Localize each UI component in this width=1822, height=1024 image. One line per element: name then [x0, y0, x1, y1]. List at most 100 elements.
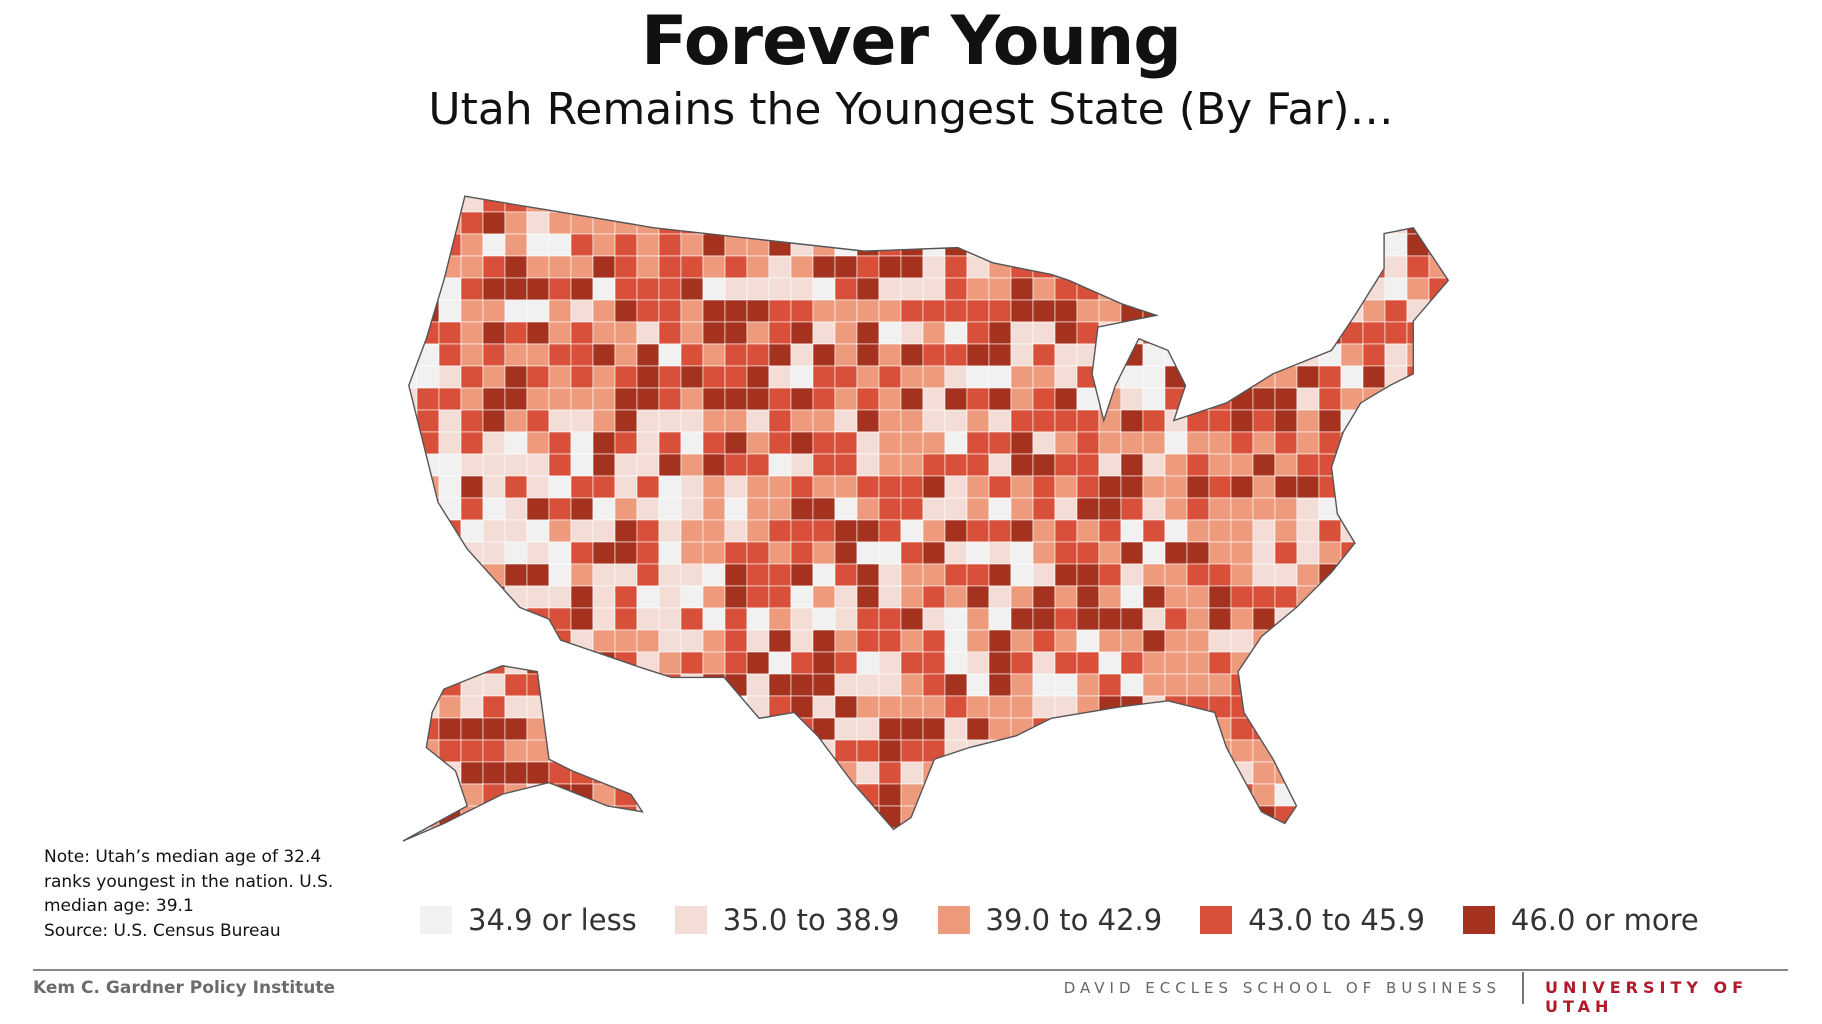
county-cell — [1252, 695, 1276, 719]
county-cell — [680, 277, 704, 301]
county-cell — [1362, 453, 1386, 477]
county-cell — [768, 211, 792, 235]
county-cell — [768, 563, 792, 587]
county-cell — [1274, 783, 1298, 807]
county-cell — [614, 541, 638, 565]
county-cell — [768, 387, 792, 411]
legend-swatch — [1462, 906, 1495, 934]
county-cell — [812, 541, 836, 565]
county-cell — [1010, 387, 1034, 411]
county-cell — [658, 827, 682, 841]
county-cell — [1098, 585, 1122, 609]
county-cell — [1054, 827, 1078, 841]
county-cell — [1252, 255, 1276, 279]
county-cell — [900, 629, 924, 653]
county-cell — [1164, 673, 1188, 697]
county-cell — [1230, 629, 1254, 653]
county-cell — [482, 431, 506, 455]
county-cell — [1010, 431, 1034, 455]
county-cell — [1098, 541, 1122, 565]
county-cell — [790, 783, 814, 807]
county-cell — [482, 805, 506, 829]
county-cell — [834, 827, 858, 841]
county-cell — [1142, 651, 1166, 675]
county-cell — [658, 541, 682, 565]
county-cell — [1428, 365, 1449, 389]
county-cell — [1186, 519, 1210, 543]
county-cell — [1208, 299, 1232, 323]
county-cell — [1318, 761, 1342, 785]
county-cell — [1230, 196, 1254, 213]
county-cell — [1186, 541, 1210, 565]
county-cell — [1142, 365, 1166, 389]
county-cell — [966, 343, 990, 367]
county-cell — [658, 695, 682, 719]
county-cell — [592, 196, 616, 213]
footer-divider — [1522, 972, 1524, 1004]
county-cell — [988, 431, 1012, 455]
county-cell — [746, 717, 770, 741]
county-cell — [1164, 299, 1188, 323]
county-cell — [856, 343, 880, 367]
county-cell — [1142, 255, 1166, 279]
county-cell — [1098, 255, 1122, 279]
county-cell — [1274, 453, 1298, 477]
county-cell — [988, 299, 1012, 323]
county-cell — [1428, 431, 1449, 455]
county-cell — [482, 299, 506, 323]
county-cell — [900, 607, 924, 631]
county-cell — [724, 827, 748, 841]
county-cell — [746, 475, 770, 499]
county-cell — [922, 255, 946, 279]
county-cell — [1274, 607, 1298, 631]
county-cell — [1120, 475, 1144, 499]
county-cell — [1186, 607, 1210, 631]
county-cell — [1296, 805, 1320, 829]
county-cell — [1010, 497, 1034, 521]
county-cell — [1010, 695, 1034, 719]
county-cell — [614, 233, 638, 257]
county-cell — [966, 607, 990, 631]
county-cell — [856, 739, 880, 763]
county-cell — [790, 651, 814, 675]
county-cell — [1142, 211, 1166, 235]
county-cell — [768, 827, 792, 841]
legend-label: 34.9 or less — [468, 903, 637, 937]
county-cell — [1164, 607, 1188, 631]
county-cell — [636, 299, 660, 323]
county-cell — [1076, 365, 1100, 389]
county-cell — [460, 255, 484, 279]
county-cell — [1164, 255, 1188, 279]
county-cell — [636, 365, 660, 389]
county-cell — [548, 475, 572, 499]
county-cell — [1362, 651, 1386, 675]
county-cell — [1054, 321, 1078, 345]
county-cell — [1362, 563, 1386, 587]
county-cell — [1451, 718, 1473, 740]
county-cell — [1142, 717, 1166, 741]
county-cell — [460, 761, 484, 785]
county-cell — [1054, 387, 1078, 411]
county-cell — [658, 475, 682, 499]
county-cell — [1428, 585, 1449, 609]
county-cell — [460, 827, 484, 841]
county-cell — [1252, 585, 1276, 609]
county-cell — [438, 453, 462, 477]
county-cell — [1428, 453, 1449, 477]
county-cell — [944, 585, 968, 609]
county-cell — [944, 196, 968, 213]
county-cell — [504, 585, 528, 609]
county-cell — [812, 431, 836, 455]
county-cell — [724, 761, 748, 785]
county-cell — [1406, 431, 1430, 455]
county-cell — [402, 563, 418, 587]
county-cell — [680, 365, 704, 389]
county-cell — [1076, 827, 1100, 841]
county-cell — [570, 805, 594, 829]
county-cell — [702, 299, 726, 323]
county-cell — [966, 563, 990, 587]
county-cell — [1054, 196, 1078, 213]
county-cell — [790, 453, 814, 477]
footer-left: Kem C. Gardner Policy Institute — [33, 978, 336, 998]
county-cell — [1362, 541, 1386, 565]
